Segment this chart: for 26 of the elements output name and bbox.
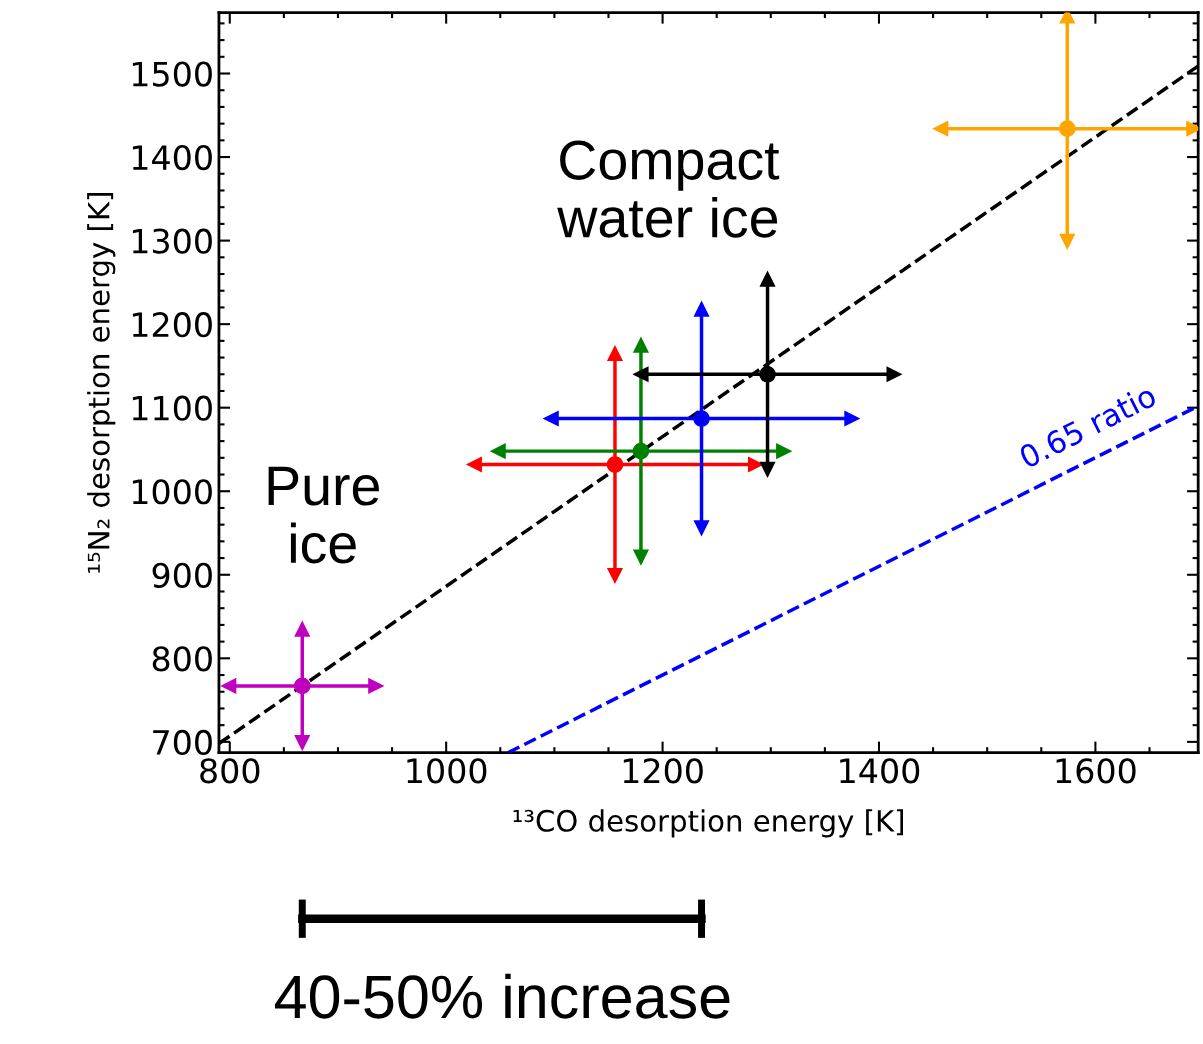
- point: [1058, 120, 1076, 137]
- x-tick-label: 1400: [840, 758, 920, 784]
- y-tick-label: 800: [152, 646, 212, 672]
- point: [632, 442, 650, 460]
- y-tick-label: 1300: [132, 228, 212, 254]
- y-tick-label: 1100: [132, 395, 212, 421]
- y-tick-label: 900: [152, 562, 212, 588]
- x-tick-label: 800: [200, 758, 260, 784]
- text: 40-50% increase: [274, 973, 730, 1019]
- point: [693, 410, 710, 427]
- point: [759, 365, 776, 383]
- y-tick-label: 1000: [132, 479, 212, 505]
- annotation: Pure ice: [268, 466, 379, 564]
- x-tick-label: 1200: [623, 758, 703, 784]
- y-tick-label: 1500: [132, 61, 212, 87]
- y-axis-title: ¹⁵N₂ desorption energy [K]: [87, 193, 116, 573]
- y-tick-label: 700: [153, 729, 212, 755]
- x-tick-label: 1000: [407, 758, 487, 784]
- x-tick-label: 1600: [1056, 758, 1136, 784]
- point: [606, 456, 624, 473]
- y-tick-label: 1200: [132, 312, 212, 338]
- x-axis-title: ¹³CO desorption energy [K]: [513, 809, 904, 838]
- y-tick-label: 1400: [132, 144, 212, 171]
- point: [293, 677, 311, 695]
- annotation: 0.65 ratio: [1017, 382, 1158, 469]
- annotation: Compact water ice: [557, 140, 780, 238]
